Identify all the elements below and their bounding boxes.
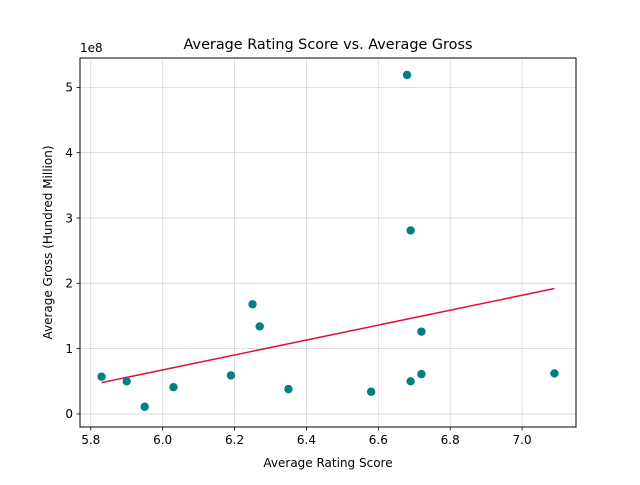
scatter-points [97,70,559,411]
x-axis-ticks: 5.8 6.0 6.2 6.4 6.6 6.8 7.0 [81,427,532,447]
chart-title: Average Rating Score vs. Average Gross [184,37,473,53]
y-tick-label: 0 [65,407,73,421]
x-tick-label: 6.2 [225,433,244,447]
y-axis-label: Average Gross (Hundred Million) [41,145,55,339]
scatter-point [550,369,559,378]
scatter-point [417,327,426,336]
scatter-point [366,387,376,396]
trend-line-layer [101,287,555,384]
x-tick-label: 7.0 [513,433,532,447]
plot-area-frame [79,57,577,428]
scatter-point [140,402,149,411]
x-tick-label: 6.6 [369,433,388,447]
y-tick-label: 1 [65,342,73,356]
x-tick-label: 6.8 [441,433,460,447]
y-axis-offset-label: 1e8 [80,41,103,55]
x-tick-label: 6.0 [153,433,172,447]
y-tick-label: 5 [65,81,73,95]
scatter-point [169,382,178,392]
trend-line [101,287,555,384]
scatter-point [97,372,106,381]
scatter-point [417,369,426,379]
scatter-point [122,377,131,386]
scatter-point [402,70,412,80]
y-axis-ticks: 0 1 2 3 4 5 [65,81,80,421]
scatter-point [248,300,257,309]
scatter-point [284,384,293,394]
scatter-point [406,377,415,386]
y-tick-label: 2 [65,277,73,291]
scatter-point [226,371,236,380]
x-tick-label: 6.4 [297,433,316,447]
x-tick-label: 5.8 [81,433,100,447]
scatter-point [255,322,264,331]
grid-lines [80,58,576,427]
y-tick-label: 3 [65,211,73,225]
scatter-point [406,226,415,235]
y-tick-label: 4 [65,146,73,160]
x-axis-label: Average Rating Score [263,456,392,470]
